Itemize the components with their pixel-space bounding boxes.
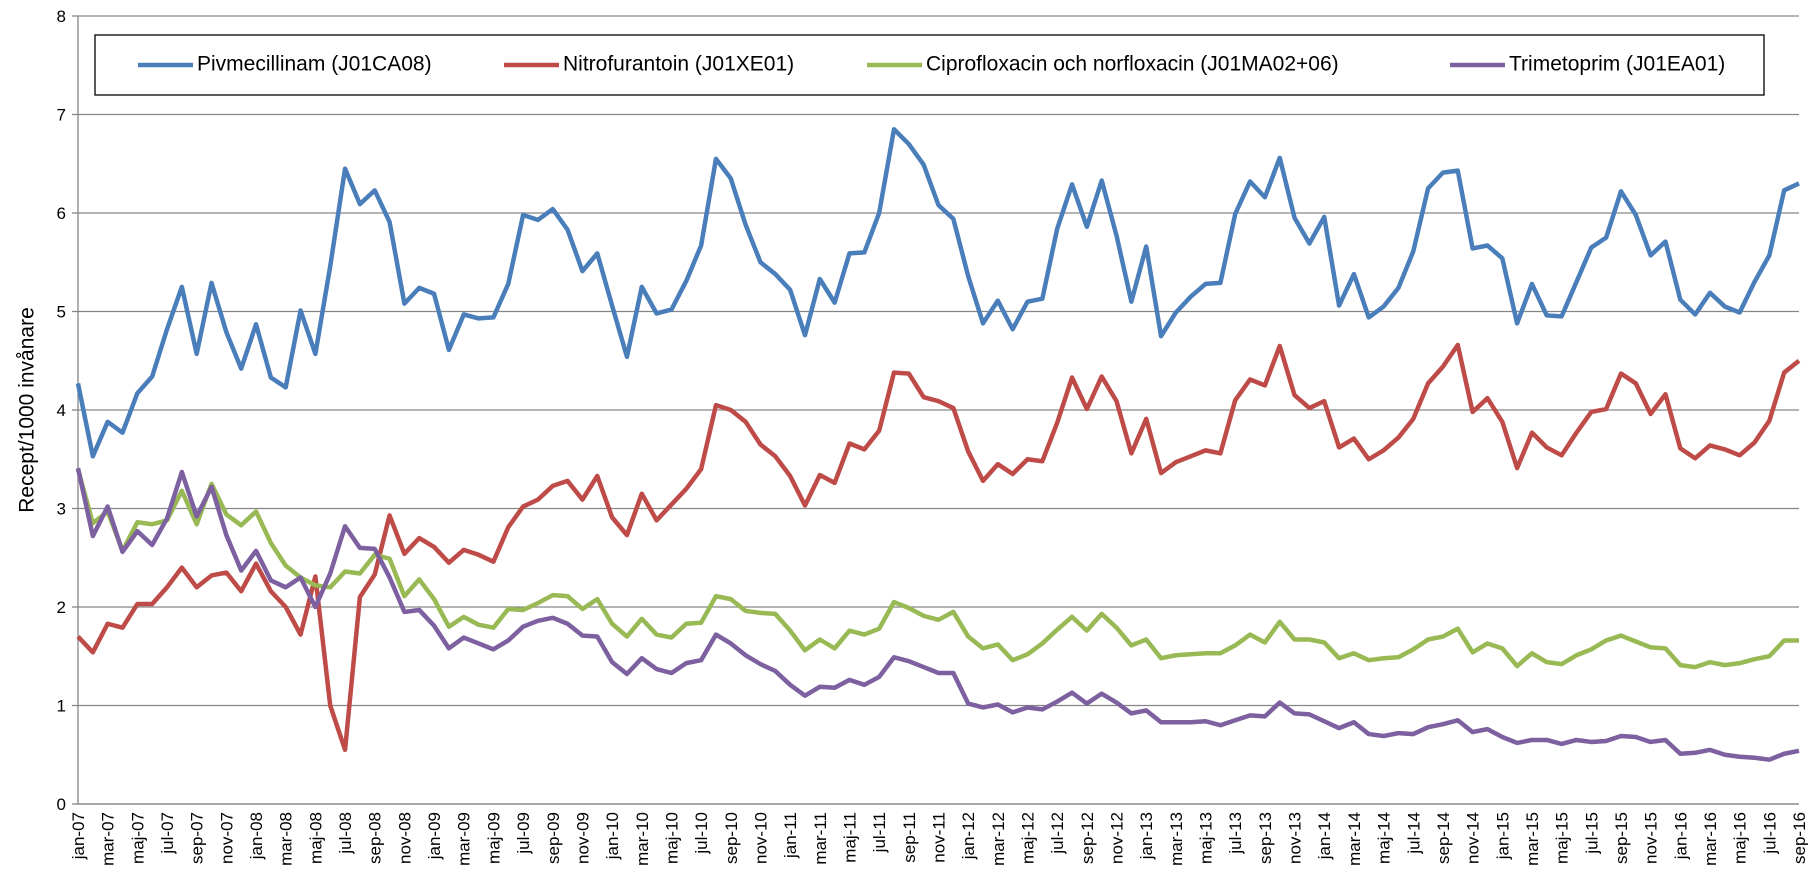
x-tick-label: nov-15 bbox=[1642, 812, 1661, 864]
x-tick-label: jul-08 bbox=[336, 812, 355, 855]
x-tick-label: jan-12 bbox=[959, 812, 978, 860]
x-tick-label: jan-07 bbox=[69, 812, 88, 860]
x-tick-label: sep-11 bbox=[900, 812, 919, 863]
x-tick-label: jan-14 bbox=[1315, 812, 1334, 860]
x-tick-label: mar-11 bbox=[811, 812, 830, 865]
x-tick-label: mar-15 bbox=[1523, 812, 1542, 866]
y-tick-label: 7 bbox=[57, 106, 66, 125]
x-tick-label: nov-13 bbox=[1286, 812, 1305, 864]
x-tick-label: mar-13 bbox=[1167, 812, 1186, 866]
x-tick-label: jul-13 bbox=[1226, 812, 1245, 855]
x-tick-label: mar-07 bbox=[99, 812, 118, 866]
x-tick-label: sep-14 bbox=[1434, 812, 1453, 864]
x-tick-label: jan-15 bbox=[1493, 812, 1512, 860]
x-tick-label: sep-10 bbox=[722, 812, 741, 864]
x-tick-label: sep-15 bbox=[1612, 812, 1631, 864]
x-tick-label: mar-16 bbox=[1701, 812, 1720, 866]
x-tick-label: sep-08 bbox=[366, 812, 385, 864]
x-tick-label: nov-11 bbox=[930, 812, 949, 863]
x-tick-label: sep-07 bbox=[188, 812, 207, 864]
legend-label: Trimetoprim (J01EA01) bbox=[1509, 53, 1725, 76]
x-tick-label: nov-09 bbox=[573, 812, 592, 864]
x-tick-label: jul-14 bbox=[1404, 812, 1423, 855]
x-tick-label: maj-14 bbox=[1375, 812, 1394, 864]
y-tick-label: 2 bbox=[57, 598, 66, 617]
x-tick-label: maj-13 bbox=[1197, 812, 1216, 864]
x-tick-label: maj-08 bbox=[306, 812, 325, 864]
x-tick-label: mar-14 bbox=[1345, 812, 1364, 866]
x-tick-label: jan-08 bbox=[247, 812, 266, 860]
y-tick-label: 4 bbox=[57, 401, 66, 420]
x-tick-label: maj-15 bbox=[1553, 812, 1572, 864]
x-tick-label: mar-12 bbox=[989, 812, 1008, 866]
x-tick-label: maj-12 bbox=[1019, 812, 1038, 864]
x-tick-label: jul-15 bbox=[1582, 812, 1601, 855]
x-tick-label: jul-16 bbox=[1760, 812, 1779, 855]
x-tick-label: sep-09 bbox=[544, 812, 563, 864]
x-tick-label: nov-08 bbox=[395, 812, 414, 864]
x-tick-label: sep-16 bbox=[1790, 812, 1808, 864]
x-tick-label: maj-10 bbox=[662, 812, 681, 864]
x-tick-label: mar-09 bbox=[455, 812, 474, 866]
y-axis-label: Recept/1000 invånare bbox=[16, 307, 39, 512]
y-tick-label: 3 bbox=[57, 500, 66, 519]
y-tick-label: 5 bbox=[57, 303, 66, 322]
series-line bbox=[76, 342, 1801, 753]
series-line bbox=[75, 468, 1799, 670]
x-tick-label: jul-11 bbox=[870, 812, 889, 853]
y-tick-label: 6 bbox=[57, 204, 66, 223]
x-tick-label: jan-09 bbox=[425, 812, 444, 860]
x-tick-label: nov-10 bbox=[751, 812, 770, 864]
legend-label: Ciprofloxacin och norfloxacin (J01MA02+0… bbox=[926, 53, 1339, 76]
x-tick-label: jul-09 bbox=[514, 812, 533, 855]
x-tick-label: jan-10 bbox=[603, 812, 622, 860]
x-tick-label: jan-11 bbox=[781, 812, 800, 859]
x-tick-label: sep-12 bbox=[1078, 812, 1097, 864]
legend-label: Nitrofurantoin (J01XE01) bbox=[563, 53, 794, 76]
legend-label: Pivmecillinam (J01CA08) bbox=[197, 53, 432, 76]
x-tick-label: sep-13 bbox=[1256, 812, 1275, 864]
x-tick-label: jul-12 bbox=[1048, 812, 1067, 855]
y-tick-label: 0 bbox=[57, 795, 66, 814]
x-tick-label: nov-07 bbox=[217, 812, 236, 864]
x-tick-label: jul-10 bbox=[692, 812, 711, 855]
x-tick-label: maj-09 bbox=[484, 812, 503, 864]
x-tick-label: nov-12 bbox=[1108, 812, 1127, 864]
y-tick-label: 1 bbox=[57, 697, 66, 716]
x-tick-label: mar-10 bbox=[633, 812, 652, 866]
x-tick-label: jul-07 bbox=[158, 812, 177, 855]
x-tick-label: jan-13 bbox=[1137, 812, 1156, 860]
x-tick-label: maj-16 bbox=[1731, 812, 1750, 864]
x-tick-label: nov-14 bbox=[1464, 812, 1483, 864]
y-tick-label: 8 bbox=[57, 7, 66, 26]
x-tick-label: maj-07 bbox=[128, 812, 147, 864]
series-line bbox=[75, 467, 1800, 762]
x-tick-label: jan-16 bbox=[1671, 812, 1690, 860]
x-tick-label: maj-11 bbox=[840, 812, 859, 863]
x-tick-label: mar-08 bbox=[277, 812, 296, 866]
series-line bbox=[75, 127, 1800, 459]
